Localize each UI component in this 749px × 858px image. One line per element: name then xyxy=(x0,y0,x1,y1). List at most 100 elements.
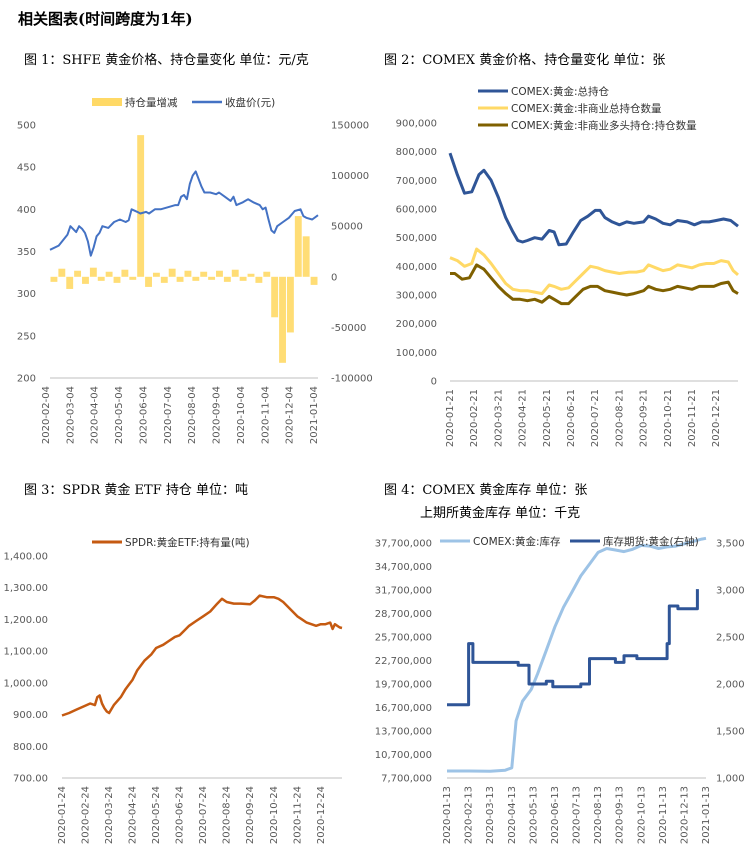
chart3-x-tick-5: 2020-06-24 xyxy=(175,786,186,844)
chart3-legend-0-label: SPDR:黄金ETF:持有量(吨) xyxy=(125,536,250,549)
chart4-x-tick-3: 2020-04-13 xyxy=(507,786,518,844)
chart2-legend-0-label: COMEX:黄金:总持仓 xyxy=(511,85,610,98)
chart2-y-tick-4: 400,000 xyxy=(396,262,437,273)
chart2-series-2 xyxy=(450,263,739,306)
chart1-x-tick-6: 2020-08-04 xyxy=(187,386,198,444)
chart2-x-tick-6: 2020-07-21 xyxy=(590,389,601,447)
chart1-right-tick-4: 100000 xyxy=(331,171,369,182)
chart3-y-tick-6: 1,300.00 xyxy=(3,583,48,594)
chart2-legend-1-label: COMEX:黄金:非商业总持仓数量 xyxy=(511,102,662,115)
chart1-legend-bar-label: 持仓量增减 xyxy=(125,96,178,109)
chart1-bar xyxy=(137,135,145,277)
chart1-bar xyxy=(279,276,286,363)
chart3-y-tick-1: 800.00 xyxy=(13,742,48,753)
chart1-bar xyxy=(271,276,279,318)
chart1-bar xyxy=(216,270,223,277)
chart4-right-tick-5: 3,500 xyxy=(716,539,745,550)
chart3-x-tick-8: 2020-09-24 xyxy=(245,786,256,844)
chart2-x-tick-1: 2020-02-21 xyxy=(469,389,480,447)
chart2-legend-2-label: COMEX:黄金:非商业多头持仓:持仓数量 xyxy=(511,119,697,132)
chart1-x-tick-0: 2020-02-04 xyxy=(41,386,52,444)
chart4-x-tick-11: 2020-12-13 xyxy=(679,786,690,844)
chart1-left-tick-5: 450 xyxy=(17,163,36,174)
chart1-x-tick-1: 2020-03-04 xyxy=(65,386,76,444)
chart1-bar xyxy=(294,216,302,277)
chart4-x-tick-0: 2020-01-13 xyxy=(442,786,453,844)
chart2-y-tick-0: 0 xyxy=(431,377,437,388)
chart1-right-tick-1: -50000 xyxy=(331,323,366,334)
chart4-x-tick-8: 2020-09-13 xyxy=(615,786,626,844)
chart1-bar xyxy=(184,270,192,277)
chart4-left-tick-8: 31,700,000 xyxy=(375,586,432,597)
chart2-x-tick-11: 2020-12-21 xyxy=(711,389,722,447)
chart4-x-tick-7: 2020-08-13 xyxy=(593,786,604,844)
chart4-right-tick-4: 3,000 xyxy=(716,586,745,597)
chart1-left-tick-3: 350 xyxy=(17,247,36,258)
chart1-bar xyxy=(310,276,318,285)
chart1-right-tick-5: 150000 xyxy=(331,121,369,132)
chart4-left-tick-3: 16,700,000 xyxy=(375,703,432,714)
chart4-series-1 xyxy=(447,589,699,707)
chart1-bar xyxy=(89,267,97,277)
chart3-y-tick-7: 1,400.00 xyxy=(3,552,48,563)
chart1-bar xyxy=(231,269,239,277)
figure-4-title: 图 4：COMEX 黄金库存 单位：张 xyxy=(384,483,588,498)
chart1-right-tick-0: -100000 xyxy=(331,374,373,385)
chart1-x-tick-7: 2020-09-04 xyxy=(212,386,223,444)
chart1-bar xyxy=(200,271,208,277)
chart4-x-tick-2: 2020-03-13 xyxy=(485,786,496,844)
chart1-x-tick-5: 2020-07-04 xyxy=(163,386,174,444)
chart1-left-tick-1: 250 xyxy=(17,331,36,342)
chart1-left-tick-0: 200 xyxy=(17,374,36,385)
page-title: 相关图表(时间跨度为1年) xyxy=(18,10,193,28)
chart3-y-tick-3: 1,000.00 xyxy=(3,678,48,689)
chart4-right-tick-1: 1,500 xyxy=(716,727,745,738)
chart1-bar xyxy=(113,276,121,283)
chart4-right-tick-0: 1,000 xyxy=(716,774,745,785)
chart1-bar xyxy=(50,276,58,282)
chart4-right-tick-2: 2,000 xyxy=(716,680,745,691)
chart1-bar xyxy=(58,268,66,277)
chart2-y-tick-7: 700,000 xyxy=(396,176,437,187)
chart1-x-tick-10: 2020-12-04 xyxy=(285,386,296,444)
chart2-x-tick-4: 2020-05-21 xyxy=(542,389,553,447)
chart1-x-tick-2: 2020-04-04 xyxy=(90,386,101,444)
figure-3-title: 图 3：SPDR 黄金 ETF 持仓 单位：吨 xyxy=(24,483,248,498)
chart1-bar xyxy=(82,276,89,284)
chart2-y-tick-5: 500,000 xyxy=(396,233,437,244)
chart3-y-tick-5: 1,200.00 xyxy=(3,615,48,626)
chart4-left-tick-9: 34,700,000 xyxy=(375,562,432,573)
chart1-bar xyxy=(168,268,176,277)
chart4-left-tick-4: 19,700,000 xyxy=(375,680,432,691)
chart4-legend-1-label: 库存期货:黄金(右轴) xyxy=(603,535,699,548)
chart1-bar xyxy=(247,273,255,277)
chart3-y-tick-4: 1,100.00 xyxy=(3,647,48,658)
chart2-x-tick-0: 2020-01-21 xyxy=(445,389,456,447)
chart1-bar xyxy=(192,276,200,281)
chart2-series-0 xyxy=(448,152,739,247)
chart1-line-close xyxy=(49,170,319,257)
chart1-bar xyxy=(176,276,184,282)
chart1-bar xyxy=(129,276,137,280)
chart1-x-tick-3: 2020-05-04 xyxy=(114,386,125,444)
chart1-bar xyxy=(74,270,82,277)
chart3-x-tick-4: 2020-05-24 xyxy=(151,786,162,844)
chart4-x-tick-4: 2020-05-13 xyxy=(528,786,539,844)
figure-2-title: 图 2：COMEX 黄金价格、持仓量变化 单位：张 xyxy=(384,53,666,68)
chart4-left-tick-6: 25,700,000 xyxy=(375,633,432,644)
chart1-x-tick-9: 2020-11-04 xyxy=(260,386,271,444)
chart4-x-tick-1: 2020-02-13 xyxy=(464,786,475,844)
chart4-legend-0-label: COMEX:黄金:库存 xyxy=(473,535,561,548)
chart2-y-tick-2: 200,000 xyxy=(396,319,437,330)
figure-4-subtitle: 上期所黄金库存 单位：千克 xyxy=(420,506,581,521)
chart1-bar xyxy=(263,271,271,277)
chart4-left-tick-2: 13,700,000 xyxy=(375,727,432,738)
chart1-bar xyxy=(302,236,310,277)
chart1-left-tick-2: 300 xyxy=(17,289,36,300)
chart2-y-tick-6: 600,000 xyxy=(396,205,437,216)
chart2-y-tick-3: 300,000 xyxy=(396,291,437,302)
chart2-x-tick-8: 2020-09-21 xyxy=(639,389,650,447)
chart4-series-0 xyxy=(447,536,707,773)
chart3-x-tick-10: 2020-11-24 xyxy=(292,786,303,844)
